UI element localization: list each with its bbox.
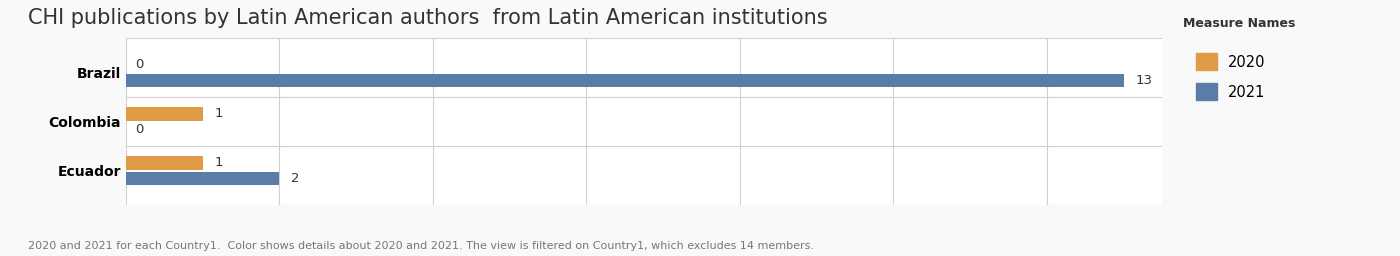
Text: 0: 0 xyxy=(136,123,144,136)
Bar xyxy=(126,107,203,121)
Text: Measure Names: Measure Names xyxy=(1183,17,1295,30)
Text: 2020 and 2021 for each Country1.  Color shows details about 2020 and 2021. The v: 2020 and 2021 for each Country1. Color s… xyxy=(28,241,813,251)
Text: 1: 1 xyxy=(214,156,223,169)
Text: 13: 13 xyxy=(1135,74,1152,87)
Text: 1: 1 xyxy=(214,107,223,120)
Bar xyxy=(126,156,203,169)
Bar xyxy=(126,74,1124,87)
Bar xyxy=(126,172,280,185)
Text: 2: 2 xyxy=(291,172,300,185)
Legend: 2020, 2021: 2020, 2021 xyxy=(1190,48,1271,106)
Text: CHI publications by Latin American authors  from Latin American institutions: CHI publications by Latin American autho… xyxy=(28,8,827,28)
Text: 0: 0 xyxy=(136,58,144,71)
